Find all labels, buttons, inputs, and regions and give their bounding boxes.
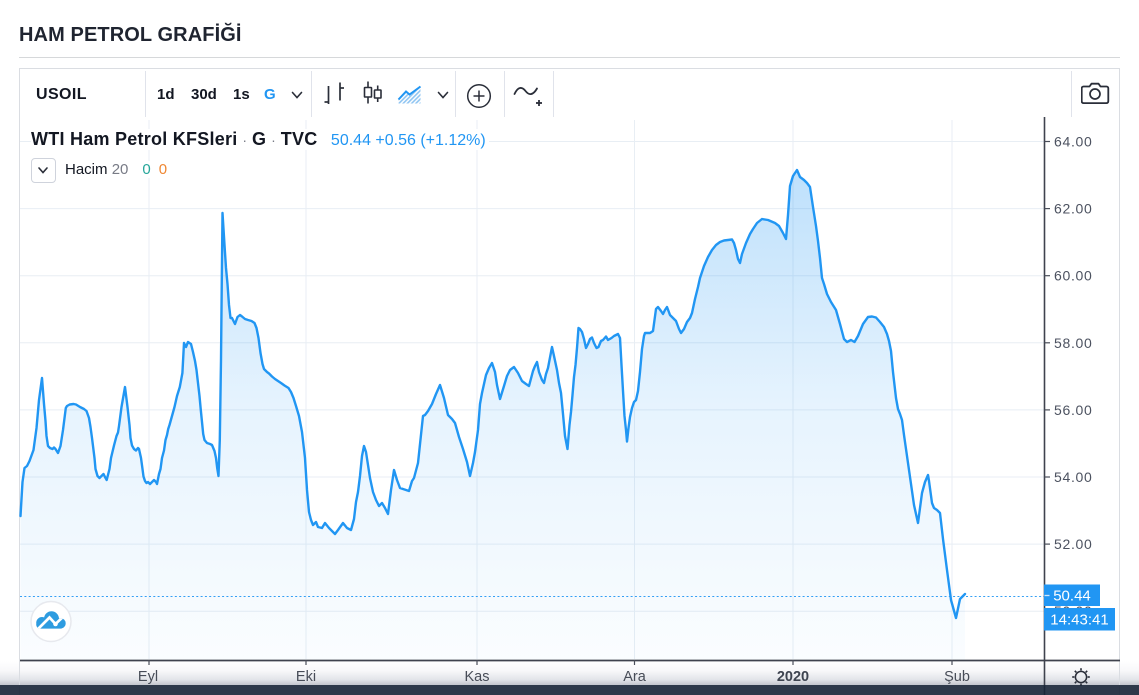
- svg-text:Eki: Eki: [296, 669, 316, 685]
- svg-text:60.00: 60.00: [1054, 268, 1093, 284]
- svg-text:2020: 2020: [777, 669, 809, 685]
- svg-text:62.00: 62.00: [1054, 201, 1093, 217]
- svg-text:54.00: 54.00: [1054, 469, 1093, 485]
- svg-text:Kas: Kas: [465, 669, 490, 685]
- svg-text:52.00: 52.00: [1054, 536, 1093, 552]
- svg-text:14:43:41: 14:43:41: [1050, 612, 1108, 629]
- svg-text:Ara: Ara: [623, 669, 647, 685]
- svg-text:50.44: 50.44: [1053, 588, 1091, 605]
- svg-text:56.00: 56.00: [1054, 402, 1093, 418]
- svg-text:58.00: 58.00: [1054, 335, 1093, 351]
- svg-text:64.00: 64.00: [1054, 134, 1093, 150]
- svg-text:Şub: Şub: [944, 669, 970, 685]
- svg-text:Eyl: Eyl: [138, 669, 158, 685]
